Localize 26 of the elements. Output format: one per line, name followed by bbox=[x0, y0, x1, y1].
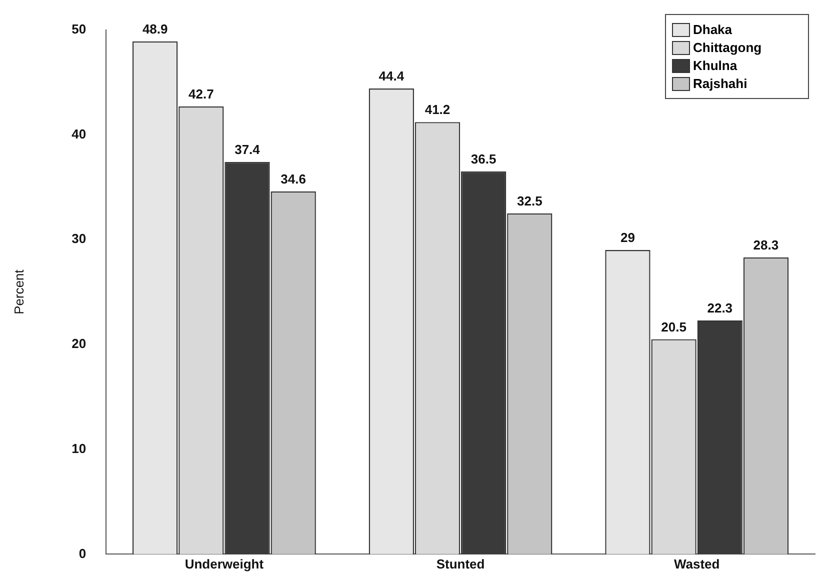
y-tick-label: 0 bbox=[78, 546, 86, 561]
x-tick-label: Wasted bbox=[674, 556, 720, 572]
data-label: 29 bbox=[620, 230, 635, 246]
y-tick-label: 30 bbox=[72, 231, 86, 246]
y-axis-title: Percent bbox=[11, 269, 26, 314]
y-tick-label: 20 bbox=[72, 336, 86, 352]
data-label: 34.6 bbox=[280, 171, 306, 186]
data-label: 37.4 bbox=[234, 142, 261, 158]
data-label: 32.5 bbox=[516, 193, 542, 208]
data-label: 48.9 bbox=[142, 21, 168, 36]
legend-label: Rajshahi bbox=[693, 76, 748, 91]
data-label: 41.2 bbox=[424, 102, 450, 118]
y-tick-label: 10 bbox=[72, 440, 86, 456]
data-label: 42.7 bbox=[188, 86, 214, 102]
data-label: 28.3 bbox=[753, 237, 779, 252]
data-label: 44.4 bbox=[378, 68, 405, 84]
data-label: 22.3 bbox=[707, 300, 733, 316]
legend-label: Chittagong bbox=[693, 40, 762, 55]
y-tick-label: 50 bbox=[72, 21, 86, 36]
y-tick-label: 40 bbox=[72, 126, 86, 142]
legend-label: Dhaka bbox=[693, 22, 732, 37]
legend-label: Khulna bbox=[693, 58, 738, 73]
x-tick-label: Underweight bbox=[184, 556, 264, 572]
data-label: 36.5 bbox=[470, 151, 496, 166]
x-tick-label: Stunted bbox=[436, 556, 485, 572]
data-label: 20.5 bbox=[661, 319, 686, 334]
